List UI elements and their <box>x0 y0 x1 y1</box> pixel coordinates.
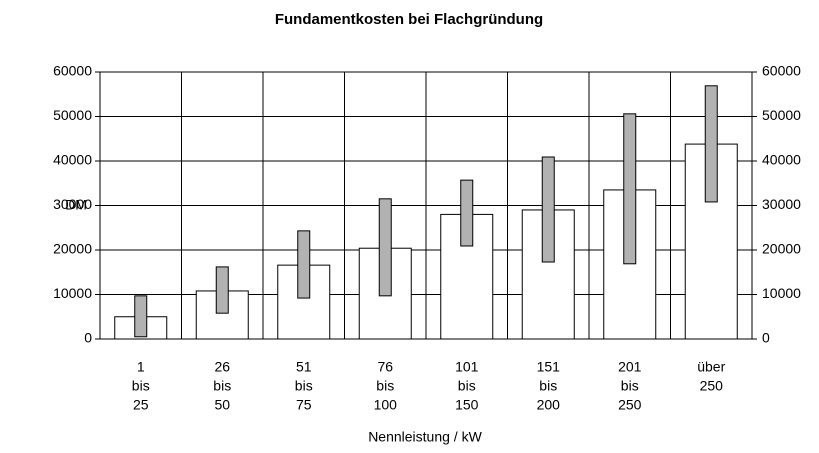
y-tick-label: 0 <box>84 330 92 346</box>
x-tick-label: 100 <box>374 397 398 413</box>
x-tick-label: über <box>697 359 725 375</box>
y2-tick-label: 10000 <box>762 285 801 301</box>
range-bar <box>623 113 637 265</box>
x-tick-label: bis <box>295 378 313 394</box>
y2-tick-label: 50000 <box>762 107 801 123</box>
range-bar <box>297 230 311 299</box>
x-tick-label: 250 <box>618 397 642 413</box>
range-bar <box>215 266 229 314</box>
x-tick-label: 75 <box>296 397 312 413</box>
chart-title: Fundamentkosten bei Flachgründung <box>275 11 543 28</box>
x-tick-label: 101 <box>455 359 479 375</box>
x-tick-label: 76 <box>377 359 393 375</box>
plot-frame <box>99 71 753 340</box>
y-tick-label: 60000 <box>53 63 92 79</box>
y-tick-label: 20000 <box>53 241 92 257</box>
x-tick-label: 26 <box>214 359 230 375</box>
x-tick-label: 1 <box>137 359 145 375</box>
y2-tick-label: 30000 <box>762 196 801 212</box>
x-axis-label: Nennleistung / kW <box>368 429 482 445</box>
y-tick-label: 10000 <box>53 285 92 301</box>
y-axis-label: DM <box>65 197 87 213</box>
y-tick-label: 30000 <box>53 196 92 212</box>
y2-tick-label: 20000 <box>762 241 801 257</box>
range-bar <box>378 198 392 297</box>
y-tick-label: 50000 <box>53 107 92 123</box>
range-bar <box>460 179 474 247</box>
x-tick-label: 151 <box>537 359 561 375</box>
x-tick-label: 150 <box>455 397 479 413</box>
x-tick-label: bis <box>213 378 231 394</box>
y2-tick-label: 0 <box>762 330 770 346</box>
range-bar <box>704 85 718 203</box>
y2-tick-label: 40000 <box>762 152 801 168</box>
x-tick-label: bis <box>458 378 476 394</box>
x-tick-label: 50 <box>214 397 230 413</box>
x-tick-label: bis <box>539 378 557 394</box>
range-bar <box>134 295 148 338</box>
x-tick-label: bis <box>621 378 639 394</box>
x-tick-label: 25 <box>133 397 149 413</box>
x-tick-label: bis <box>132 378 150 394</box>
x-tick-label: 201 <box>618 359 642 375</box>
y-tick-label: 40000 <box>53 152 92 168</box>
y2-tick-label: 60000 <box>762 63 801 79</box>
x-tick-label: bis <box>376 378 394 394</box>
range-bar <box>541 156 555 263</box>
x-tick-label: 250 <box>700 378 724 394</box>
x-tick-label: 200 <box>537 397 561 413</box>
x-tick-label: 51 <box>296 359 312 375</box>
